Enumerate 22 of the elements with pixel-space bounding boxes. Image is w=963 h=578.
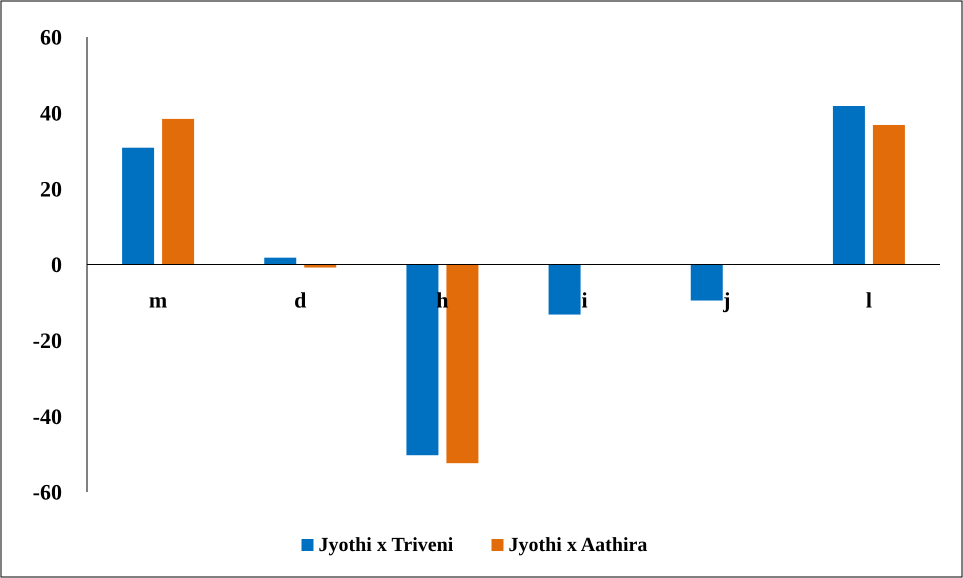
legend-label: Jyothi x Aathira: [508, 534, 648, 556]
bar: [122, 148, 154, 264]
bar: [406, 264, 438, 456]
y-tick-label: -40: [32, 404, 62, 429]
bar: [690, 264, 723, 301]
bar: [264, 258, 296, 264]
x-tick-label: d: [294, 288, 306, 312]
x-tick-label: i: [582, 288, 588, 312]
y-tick-label: 40: [40, 100, 62, 126]
y-tick-label: -60: [32, 480, 62, 505]
x-tick-label: l: [866, 288, 872, 312]
bar: [872, 124, 905, 264]
x-tick-label: j: [722, 288, 730, 312]
x-tick-label: m: [148, 288, 168, 312]
legend-label: Jyothi x Triveni: [318, 534, 454, 556]
bar: [832, 106, 865, 264]
bar: [162, 118, 194, 264]
y-tick-label: 20: [40, 176, 62, 202]
y-tick-label: 0: [51, 252, 62, 278]
y-tick-label: -20: [32, 328, 62, 354]
bar: [548, 264, 581, 315]
y-tick-label: 60: [40, 24, 62, 50]
